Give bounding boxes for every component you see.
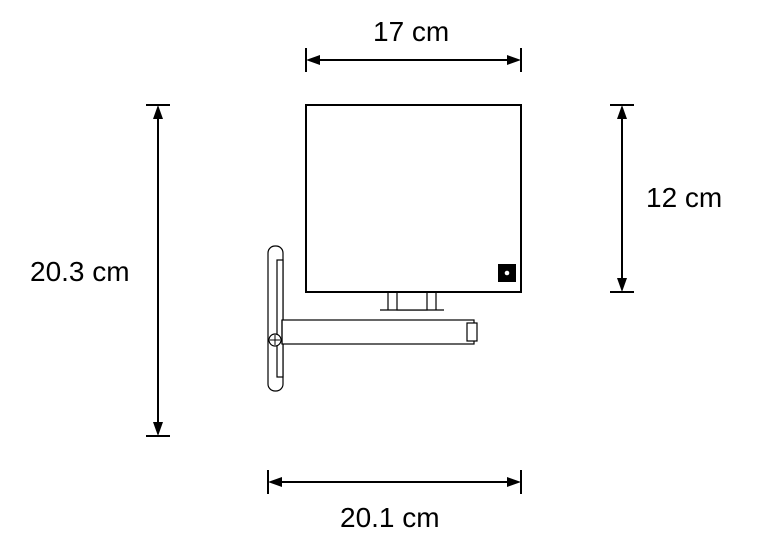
dimension-label-left: 20.3 cm — [30, 256, 130, 288]
dimension-label-right: 12 cm — [646, 182, 722, 214]
dimension-label-top: 17 cm — [373, 16, 449, 48]
dimension-label-bottom: 20.1 cm — [340, 502, 440, 534]
diagram-container: 17 cm 12 cm 20.3 cm 20.1 cm — [0, 0, 768, 544]
